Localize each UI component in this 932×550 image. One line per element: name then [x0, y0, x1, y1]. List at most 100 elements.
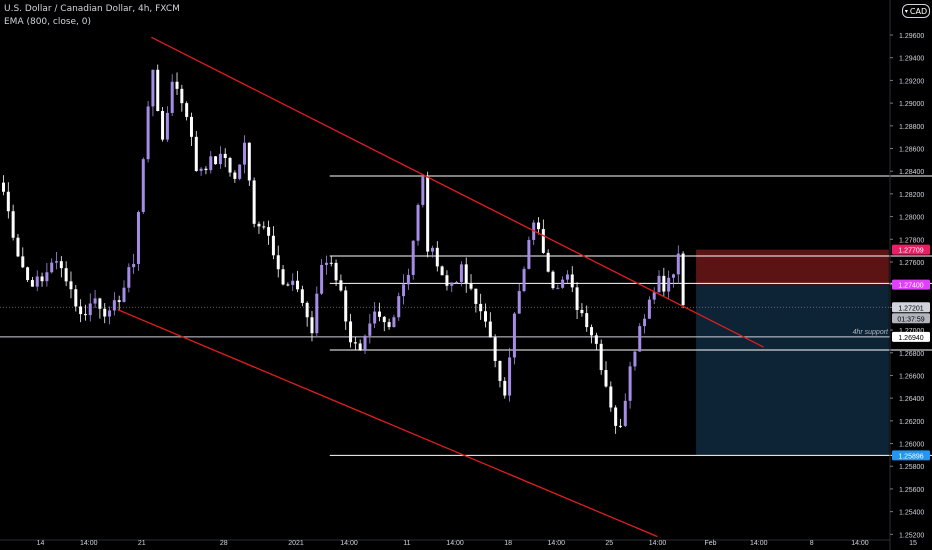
- candle-body: [604, 370, 608, 387]
- candle-body: [392, 317, 396, 328]
- time-tick-label: 2021: [288, 540, 304, 547]
- channel-bottom-trendline: [117, 309, 658, 538]
- candle-body: [541, 229, 545, 253]
- price-tick-label: 1.25600: [899, 487, 924, 494]
- take-profit-zone: [696, 284, 889, 456]
- candle-body: [247, 142, 251, 181]
- candle-body: [590, 327, 594, 336]
- time-tick-label: 28: [220, 540, 228, 547]
- price-tick-label: 1.25800: [899, 464, 924, 471]
- price-tick-label: 1.27600: [899, 260, 924, 267]
- last-price-tag-text: 1.27201: [898, 305, 923, 312]
- candle-body: [2, 182, 5, 192]
- entry-price-tag-text: 1.27400: [898, 283, 923, 290]
- candle-body: [271, 235, 275, 256]
- candle-body: [614, 407, 618, 426]
- countdown-tag-bg: [892, 313, 930, 324]
- candlesticks: [2, 64, 685, 434]
- candle-body: [671, 274, 675, 278]
- candle-body: [349, 321, 353, 343]
- trendlines: [117, 36, 764, 538]
- candle-body: [69, 281, 73, 290]
- candle-body: [363, 335, 367, 351]
- candle-body: [329, 262, 333, 264]
- candle-body: [300, 289, 304, 303]
- candle-body: [662, 275, 666, 292]
- candle-body: [223, 153, 227, 158]
- last-price-tag-bg: [892, 302, 930, 313]
- candle-body: [594, 335, 598, 344]
- price-tick-label: 1.26600: [899, 373, 924, 380]
- time-tick-label: 11: [403, 540, 410, 547]
- candle-body: [209, 156, 213, 171]
- stop-price-tag-bg: [892, 244, 930, 255]
- candle-body: [257, 223, 261, 227]
- candle-body: [430, 247, 434, 252]
- candle-body: [189, 116, 193, 137]
- candle-body: [103, 308, 107, 317]
- candle-body: [580, 309, 584, 314]
- time-tick-label: 14:00: [851, 540, 869, 547]
- stop-loss-zone: [696, 249, 889, 285]
- candle-body: [527, 239, 531, 269]
- candle-body: [421, 177, 425, 205]
- candle-body: [161, 111, 165, 140]
- candle-body: [387, 322, 391, 328]
- price-tags: 1.27709 1.27400 1.27201 01:37:59 1.26940 1.25…: [892, 244, 930, 461]
- candle-body: [628, 366, 632, 401]
- chart-title: U.S. Dollar / Canadian Dollar, 4h, FXCM: [4, 4, 180, 14]
- candle-body: [344, 290, 348, 322]
- candle-body: [503, 380, 507, 396]
- time-tick-label: 18: [504, 540, 512, 547]
- candle-body: [64, 268, 68, 282]
- candle-body: [416, 204, 420, 241]
- candle-body: [267, 227, 271, 236]
- time-tick-label: 15: [909, 540, 917, 547]
- currency-badge[interactable]: ▾ CAD: [902, 4, 930, 18]
- candle-body: [252, 180, 256, 224]
- candle-body: [469, 283, 473, 289]
- candle-body: [320, 264, 324, 294]
- candle-body: [681, 253, 685, 306]
- time-tick-label: 8: [810, 540, 814, 547]
- candle-body: [122, 287, 126, 302]
- candle-body: [185, 103, 189, 117]
- candle-body: [276, 255, 280, 270]
- candle-body: [59, 261, 63, 269]
- price-tick-label: 1.26400: [899, 396, 924, 403]
- time-axis: 14 14:00 21 28 2021 14:00 11 14:00 18 14:00 25 14:0…: [0, 539, 917, 547]
- time-tick-label: 21: [138, 540, 146, 547]
- candle-body: [377, 311, 381, 317]
- price-tick-label: 1.26800: [899, 351, 924, 358]
- candle-body: [136, 212, 140, 264]
- candle-body: [455, 281, 459, 283]
- price-tick-label: 1.28400: [899, 169, 924, 176]
- candle-body: [585, 313, 589, 328]
- candle-body: [517, 291, 521, 314]
- candle-body: [368, 323, 372, 336]
- price-tick-label: 1.27000: [899, 328, 924, 335]
- indicator-label[interactable]: EMA (800, close, 0): [4, 17, 92, 27]
- candle-body: [508, 357, 512, 396]
- candle-body: [479, 303, 483, 312]
- candle-body: [98, 298, 102, 309]
- support-annotation: 4hr support: [853, 329, 889, 336]
- candle-body: [45, 272, 49, 282]
- time-tick-label: 14:00: [446, 540, 464, 547]
- candle-body: [512, 313, 516, 358]
- candle-body: [450, 282, 454, 286]
- position-zones: [696, 249, 889, 456]
- candle-body: [305, 302, 309, 318]
- price-tick-label: 1.28600: [899, 147, 924, 154]
- candle-body: [79, 306, 83, 315]
- stop-price-tag-text: 1.27709: [898, 248, 923, 255]
- candle-body: [310, 317, 314, 334]
- candle-body: [561, 279, 565, 288]
- candle-body: [435, 247, 439, 267]
- candle-body: [498, 360, 502, 381]
- candle-body: [353, 342, 357, 344]
- candle-body: [281, 269, 285, 285]
- candle-body: [88, 303, 92, 316]
- price-tick-label: 1.28200: [899, 192, 924, 199]
